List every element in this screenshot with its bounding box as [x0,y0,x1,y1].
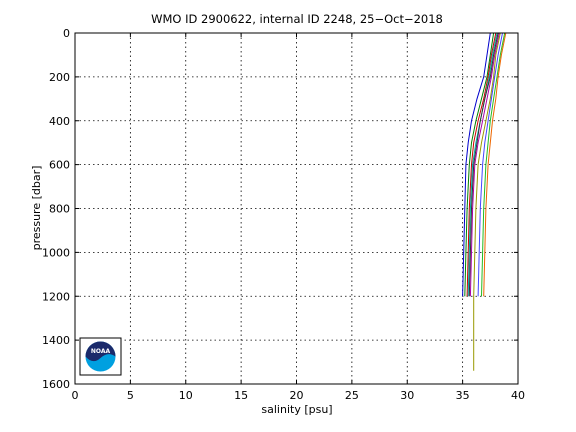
y-tick-label: 0 [63,27,70,40]
x-tick-label: 40 [511,389,525,402]
profile-line-4 [467,32,498,297]
series-lines [462,32,507,371]
y-tick-label: 1600 [42,378,70,391]
x-axis-label: salinity [psu] [261,403,332,416]
noaa-logo-text: NOAA [91,348,111,355]
y-tick-label: 1400 [42,334,70,347]
profile-line-10 [483,32,507,297]
profile-line-7 [468,32,499,297]
x-tick-label: 0 [72,389,79,402]
profile-line-3 [466,32,497,297]
y-tick-label: 200 [49,71,70,84]
profile-line-1 [462,32,491,297]
profile-line-6 [473,32,501,371]
y-tick-label: 1000 [42,246,70,259]
y-axis-label: pressure [dbar] [30,166,43,251]
profile-line-8 [477,32,503,297]
grid [75,33,518,384]
profile-line-9 [481,32,506,297]
profile-line-2 [464,32,495,297]
x-tick-label: 30 [400,389,414,402]
profile-line-5 [469,32,500,297]
x-tick-label: 10 [179,389,193,402]
chart-title: WMO ID 2900622, internal ID 2248, 25−Oct… [151,12,443,26]
y-tick-label: 600 [49,159,70,172]
y-ticks: 0 200 400 600 800 1000 1200 1400 1600 [42,27,518,391]
x-tick-label: 25 [345,389,359,402]
x-tick-label: 15 [234,389,248,402]
x-ticks: 0 5 10 15 20 25 30 35 40 [72,33,525,402]
noaa-logo: NOAA [79,337,122,376]
y-tick-label: 800 [49,203,70,216]
x-tick-label: 20 [290,389,304,402]
x-tick-label: 35 [456,389,470,402]
x-tick-label: 5 [127,389,134,402]
y-tick-label: 1200 [42,290,70,303]
y-tick-label: 400 [49,115,70,128]
